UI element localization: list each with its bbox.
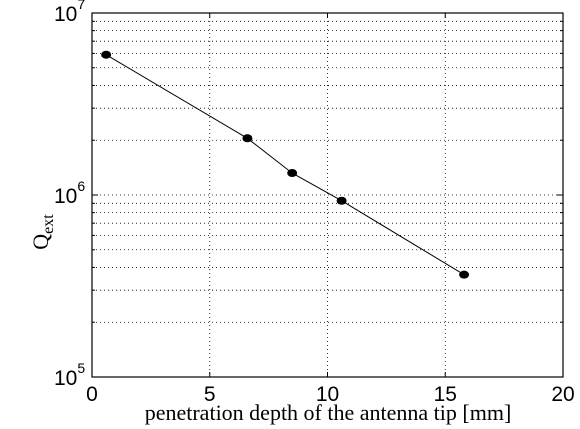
x-tick-label: 20 <box>551 383 574 406</box>
data-point <box>459 270 470 279</box>
grid <box>92 13 563 377</box>
y-tick-label: 105 <box>54 360 85 390</box>
x-tick-label: 10 <box>316 383 339 406</box>
data-point <box>336 196 347 205</box>
y-tick-label: 107 <box>54 0 85 26</box>
y-tick-label: 106 <box>54 178 85 208</box>
x-axis-label: penetration depth of the antenna tip [mm… <box>145 400 512 425</box>
svg-text:Qext: Qext <box>28 214 57 250</box>
data-point <box>287 169 298 178</box>
axis-ticks: 0 5 10 15 20 105 106 107 <box>54 0 575 406</box>
x-tick-label: 0 <box>86 383 98 406</box>
y-axis-label-sub: ext <box>40 214 57 234</box>
series-line <box>105 54 465 276</box>
data-point <box>242 134 253 143</box>
x-tick-label: 5 <box>204 383 216 406</box>
data-point <box>101 50 112 59</box>
data-series <box>101 50 470 279</box>
y-axis-label-main: Q <box>28 234 53 250</box>
y-axis-label: Qext <box>28 214 57 250</box>
x-tick-label: 15 <box>434 383 457 406</box>
